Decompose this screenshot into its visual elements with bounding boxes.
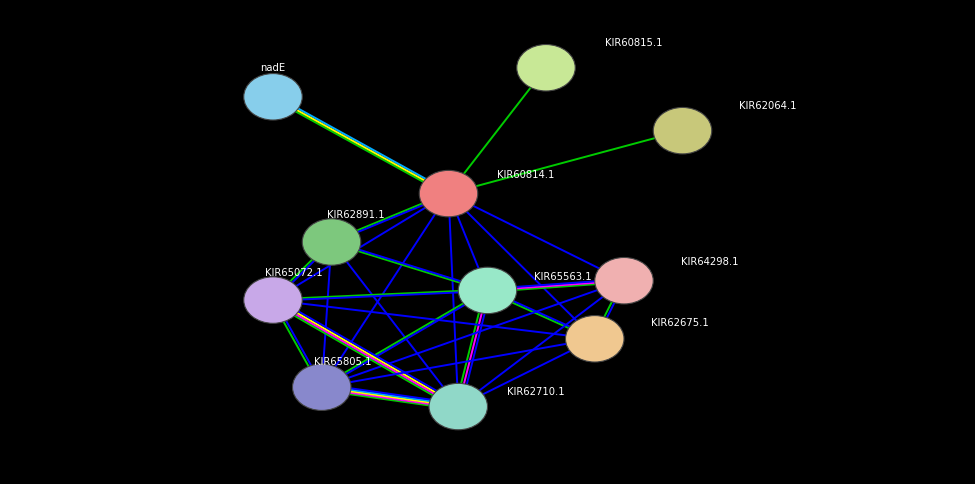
Text: KIR62675.1: KIR62675.1 bbox=[651, 318, 709, 328]
Ellipse shape bbox=[595, 257, 653, 304]
Text: KIR62891.1: KIR62891.1 bbox=[327, 211, 384, 220]
Text: KIR62710.1: KIR62710.1 bbox=[507, 387, 565, 397]
Ellipse shape bbox=[566, 316, 624, 362]
Text: KIR60814.1: KIR60814.1 bbox=[497, 170, 555, 180]
Text: KIR60815.1: KIR60815.1 bbox=[604, 38, 662, 47]
Ellipse shape bbox=[458, 267, 517, 314]
Text: KIR65563.1: KIR65563.1 bbox=[534, 272, 592, 282]
Text: KIR65072.1: KIR65072.1 bbox=[265, 269, 323, 278]
Ellipse shape bbox=[302, 219, 361, 265]
Ellipse shape bbox=[292, 364, 351, 410]
Text: KIR65805.1: KIR65805.1 bbox=[314, 357, 371, 366]
Ellipse shape bbox=[653, 107, 712, 154]
Ellipse shape bbox=[244, 74, 302, 120]
Ellipse shape bbox=[419, 170, 478, 217]
Text: KIR64298.1: KIR64298.1 bbox=[681, 257, 738, 267]
Ellipse shape bbox=[517, 45, 575, 91]
Ellipse shape bbox=[429, 383, 488, 430]
Text: nadE: nadE bbox=[260, 63, 286, 73]
Text: KIR62064.1: KIR62064.1 bbox=[739, 102, 797, 111]
Ellipse shape bbox=[244, 277, 302, 323]
